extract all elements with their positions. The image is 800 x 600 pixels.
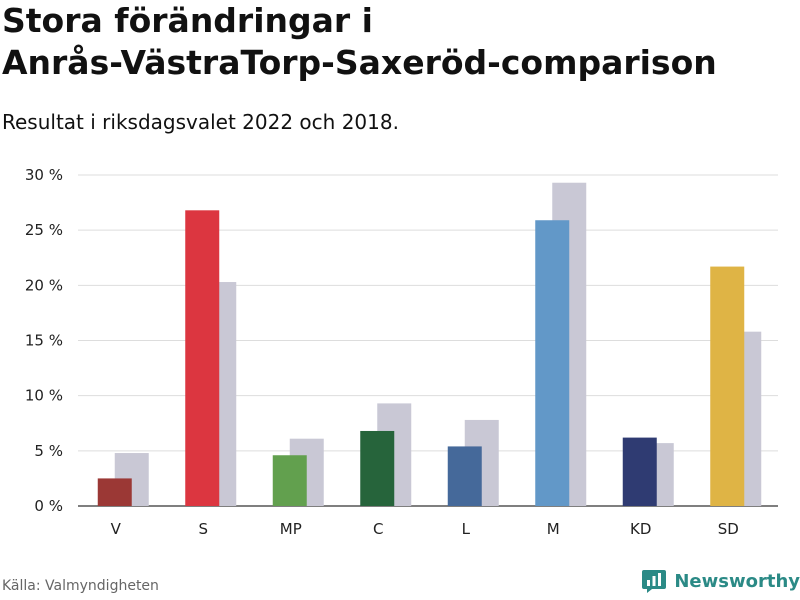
brand-logo: Newsworthy (641, 568, 800, 594)
bar-2022-m (535, 220, 570, 506)
y-tick-label: 5 % (34, 442, 63, 460)
y-tick-label: 10 % (25, 387, 63, 405)
chart-subtitle: Resultat i riksdagsvalet 2022 och 2018. (2, 110, 399, 134)
bar-2022-mp (272, 455, 307, 506)
y-tick-label: 15 % (25, 332, 63, 350)
bar-2022-v (97, 478, 132, 506)
bar-2022-l (447, 446, 482, 506)
x-tick-label: MP (280, 520, 302, 538)
newsworthy-logo-icon (642, 570, 667, 593)
y-tick-label: 20 % (25, 276, 63, 294)
x-tick-label: V (111, 520, 122, 538)
x-tick-label: SD (718, 520, 739, 538)
bar-2022-s (185, 210, 220, 506)
source-note: Källa: Valmyndigheten (2, 578, 159, 594)
x-tick-label: L (462, 520, 471, 538)
y-tick-label: 0 % (34, 497, 63, 515)
axis-labels: 0 % 5 % 10 % 15 % 20 % 25 % 30 % V S MP C L M KD SD (25, 166, 739, 538)
bar-2022-sd (710, 266, 745, 506)
title-line-2: Anrås-VästraTorp-Saxeröd-comparison (2, 43, 717, 82)
bar-chart: 0 % 5 % 10 % 15 % 20 % 25 % 30 % V S MP C L M KD SD (25, 166, 778, 538)
chart-title: Stora förändringar i Anrås-VästraTorp-Sa… (2, 0, 798, 84)
x-tick-label: S (198, 520, 208, 538)
x-tick-label: C (373, 520, 383, 538)
x-tick-label: M (547, 520, 560, 538)
bar-2022-c (360, 430, 395, 506)
bar-2022-kd (622, 437, 657, 506)
brand-name: Newsworthy (674, 570, 800, 592)
y-tick-label: 30 % (25, 166, 63, 184)
title-line-1: Stora förändringar i (2, 1, 373, 40)
bars (97, 182, 762, 506)
x-tick-label: KD (630, 520, 651, 538)
y-tick-label: 25 % (25, 221, 63, 239)
